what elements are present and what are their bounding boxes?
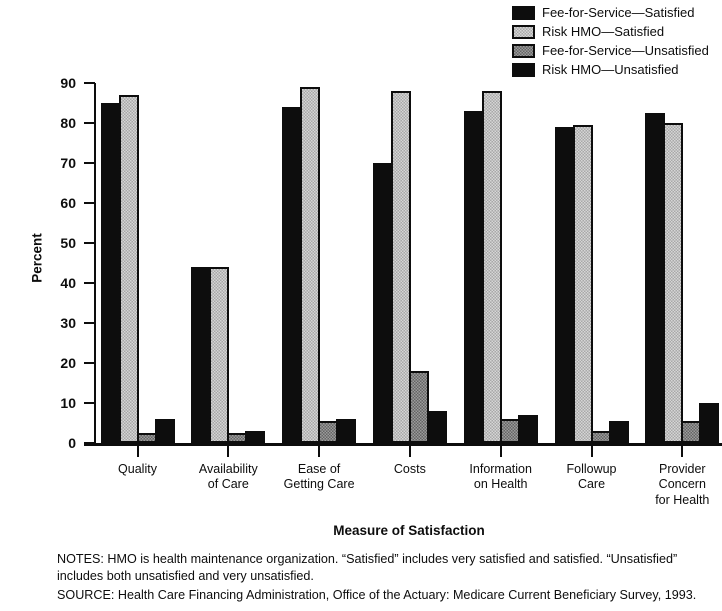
bar bbox=[191, 267, 212, 443]
bar-group bbox=[282, 87, 357, 443]
notes-text: NOTES: HMO is health maintenance organiz… bbox=[57, 552, 678, 583]
y-tick-label: 50 bbox=[60, 235, 76, 251]
bar bbox=[336, 419, 357, 443]
y-tick-label: 10 bbox=[60, 395, 76, 411]
bar-group bbox=[645, 113, 720, 443]
x-tick-mark bbox=[499, 446, 502, 457]
legend: Fee-for-Service—Satisfied Risk HMO—Satisf… bbox=[512, 3, 709, 79]
y-tick-mark bbox=[84, 122, 95, 124]
bar bbox=[300, 87, 321, 443]
bar-group bbox=[191, 267, 266, 443]
legend-item: Fee-for-Service—Satisfied bbox=[512, 3, 709, 22]
bar bbox=[245, 431, 266, 443]
legend-swatch-icon bbox=[512, 62, 535, 77]
category-label: Followup Care bbox=[566, 462, 617, 492]
y-tick-label: 70 bbox=[60, 155, 76, 171]
bar bbox=[426, 411, 447, 443]
bar-group bbox=[372, 91, 447, 443]
bar-group bbox=[463, 91, 538, 443]
bar bbox=[209, 267, 230, 443]
bar-group bbox=[100, 95, 175, 443]
y-tick-mark bbox=[84, 322, 95, 324]
y-tick-mark bbox=[84, 242, 95, 244]
legend-label: Fee-for-Service—Unsatisfied bbox=[542, 43, 709, 58]
y-tick-label: 80 bbox=[60, 115, 76, 131]
x-tick-mark bbox=[590, 446, 593, 457]
bar bbox=[481, 91, 502, 443]
bar bbox=[408, 371, 429, 443]
y-tick-label: 40 bbox=[60, 275, 76, 291]
bar bbox=[118, 95, 139, 443]
bar bbox=[372, 163, 393, 443]
bar bbox=[499, 419, 520, 443]
x-axis-line bbox=[84, 443, 722, 446]
category-label: Costs bbox=[393, 462, 426, 476]
x-tick-mark bbox=[318, 446, 321, 457]
bar bbox=[282, 107, 303, 443]
bar bbox=[463, 111, 484, 443]
bar bbox=[517, 415, 538, 443]
legend-swatch-icon bbox=[512, 5, 535, 20]
legend-item: Risk HMO—Satisfied bbox=[512, 22, 709, 41]
bar bbox=[100, 103, 121, 443]
category-label: Quality bbox=[118, 462, 157, 476]
bar bbox=[554, 127, 575, 443]
y-tick-label: 30 bbox=[60, 315, 76, 331]
bar bbox=[390, 91, 411, 443]
y-tick-mark bbox=[84, 162, 95, 164]
y-axis-line bbox=[94, 83, 96, 445]
bar bbox=[318, 421, 339, 443]
y-tick-label: 90 bbox=[60, 75, 76, 91]
y-tick-label: 60 bbox=[60, 195, 76, 211]
category-label: Ease of Getting Care bbox=[283, 462, 355, 492]
legend-item: Risk HMO—Unsatisfied bbox=[512, 60, 709, 79]
legend-label: Risk HMO—Satisfied bbox=[542, 24, 665, 39]
y-tick-mark bbox=[84, 282, 95, 284]
bar bbox=[608, 421, 629, 443]
bar bbox=[154, 419, 175, 443]
x-tick-mark bbox=[136, 446, 139, 457]
bar-group bbox=[554, 125, 629, 443]
y-tick-label: 0 bbox=[68, 435, 76, 451]
bar bbox=[136, 433, 157, 443]
bar bbox=[699, 403, 720, 443]
legend-label: Fee-for-Service—Satisfied bbox=[542, 5, 695, 20]
x-tick-mark bbox=[408, 446, 411, 457]
bar bbox=[681, 421, 702, 443]
source-text: SOURCE: Health Care Financing Administra… bbox=[57, 588, 697, 602]
category-label: Availability of Care bbox=[198, 462, 258, 492]
legend-label: Risk HMO—Unsatisfied bbox=[542, 62, 679, 77]
y-tick-mark bbox=[84, 202, 95, 204]
legend-item: Fee-for-Service—Unsatisfied bbox=[512, 41, 709, 60]
x-axis-title: Measure of Satisfaction bbox=[333, 523, 485, 538]
legend-swatch-icon bbox=[512, 24, 535, 39]
y-tick-mark bbox=[84, 362, 95, 364]
y-tick-mark bbox=[84, 402, 95, 404]
bar bbox=[572, 125, 593, 443]
legend-swatch-icon bbox=[512, 43, 535, 58]
bar bbox=[645, 113, 666, 443]
y-tick-label: 20 bbox=[60, 355, 76, 371]
y-tick-mark bbox=[84, 82, 95, 84]
x-tick-mark bbox=[681, 446, 684, 457]
bar bbox=[590, 431, 611, 443]
bar bbox=[227, 433, 248, 443]
x-tick-mark bbox=[227, 446, 230, 457]
category-label: Information on Health bbox=[469, 462, 532, 492]
bar bbox=[663, 123, 684, 443]
y-tick-mark bbox=[84, 442, 95, 444]
category-label: Provider Concern for Health bbox=[655, 462, 710, 507]
